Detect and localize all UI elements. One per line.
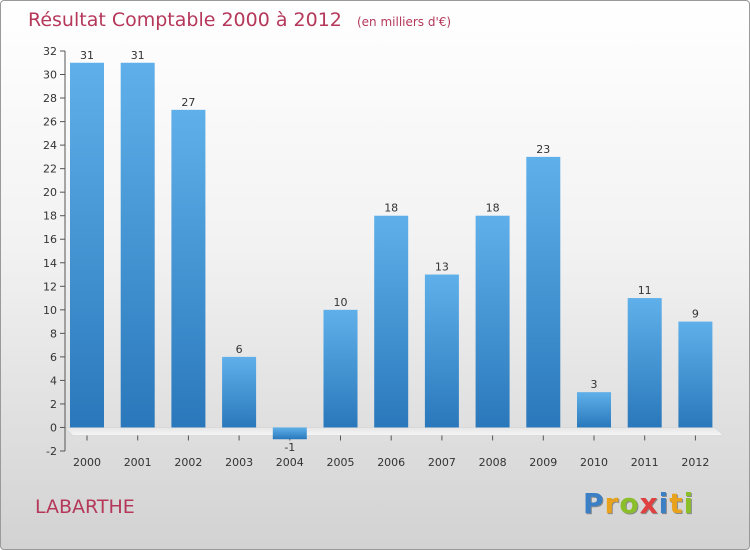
bar-2010	[577, 392, 611, 428]
bar-2003	[222, 356, 257, 428]
y-tick-label: 6	[50, 351, 57, 364]
y-tick-label: 24	[43, 139, 57, 152]
logo-letter: r	[604, 487, 620, 520]
bar-2005	[323, 309, 358, 428]
y-tick-label: 10	[43, 304, 57, 317]
bar-2006	[374, 215, 409, 428]
logo-letter: P	[583, 487, 605, 520]
x-tick-label-2007: 2007	[428, 456, 456, 469]
logo-letter: i	[683, 487, 695, 520]
value-label-2012: 9	[692, 308, 699, 321]
logo-letter: t	[669, 487, 684, 520]
bar-2000	[70, 62, 104, 428]
y-tick-label: 28	[43, 92, 57, 105]
bar-2008	[475, 215, 510, 428]
value-label-2006: 18	[384, 202, 398, 215]
x-tick-label-2005: 2005	[327, 456, 355, 469]
logo-letter: o	[619, 487, 640, 520]
logo-letter: i	[658, 487, 670, 520]
bar-2004	[272, 427, 307, 440]
chart-floor	[64, 427, 724, 436]
x-tick-label-2008: 2008	[479, 456, 507, 469]
bar-2001	[120, 62, 155, 428]
value-label-2009: 23	[536, 143, 550, 156]
y-tick-label: 0	[50, 421, 57, 434]
x-tick-label-2001: 2001	[124, 456, 152, 469]
proxiti-logo: Proxiti	[583, 487, 694, 520]
y-tick-label: -2	[46, 445, 57, 458]
value-label-2004: -1	[284, 441, 295, 454]
x-tick-label-2002: 2002	[174, 456, 202, 469]
x-tick-label-2010: 2010	[580, 456, 608, 469]
bar-2009	[526, 156, 561, 428]
y-tick-label: 22	[43, 163, 57, 176]
x-tick-label-2003: 2003	[225, 456, 253, 469]
y-tick-label: 30	[43, 69, 57, 82]
value-label-2010: 3	[591, 378, 598, 391]
bar-2012	[678, 321, 713, 428]
x-tick-label-2011: 2011	[631, 456, 659, 469]
y-tick-label: 16	[43, 233, 57, 246]
y-tick-label: 14	[43, 257, 57, 270]
bar-2011	[627, 298, 662, 428]
x-tick-label-2000: 2000	[73, 456, 101, 469]
y-tick-label: 4	[50, 374, 57, 387]
value-label-2005: 10	[334, 296, 348, 309]
value-label-2007: 13	[435, 261, 449, 274]
value-label-2001: 31	[131, 49, 145, 62]
x-tick-label-2009: 2009	[529, 456, 557, 469]
y-tick-label: 20	[43, 186, 57, 199]
title-row: Résultat Comptable 2000 à 2012 (en milli…	[28, 9, 451, 31]
chart-subtitle: (en milliers d'€)	[356, 15, 452, 29]
value-label-2002: 27	[181, 96, 195, 109]
logo-letter: x	[639, 487, 659, 520]
y-tick-label: 8	[50, 327, 57, 340]
x-tick-label-2006: 2006	[377, 456, 405, 469]
value-label-2003: 6	[236, 343, 243, 356]
bar-2002	[171, 109, 206, 428]
chart-title: Résultat Comptable 2000 à 2012	[28, 9, 342, 31]
value-label-2011: 11	[638, 284, 652, 297]
value-label-2000: 31	[80, 49, 94, 62]
y-tick-label: 12	[43, 280, 57, 293]
y-tick-label: 26	[43, 116, 57, 129]
value-label-2008: 18	[486, 202, 500, 215]
bar-2007	[424, 274, 459, 428]
y-tick-label: 2	[50, 398, 57, 411]
x-tick-label-2004: 2004	[276, 456, 304, 469]
x-tick-label-2012: 2012	[681, 456, 709, 469]
y-tick-label: 32	[43, 45, 57, 58]
y-tick-label: 18	[43, 210, 57, 223]
place-label: LABARTHE	[35, 496, 135, 518]
